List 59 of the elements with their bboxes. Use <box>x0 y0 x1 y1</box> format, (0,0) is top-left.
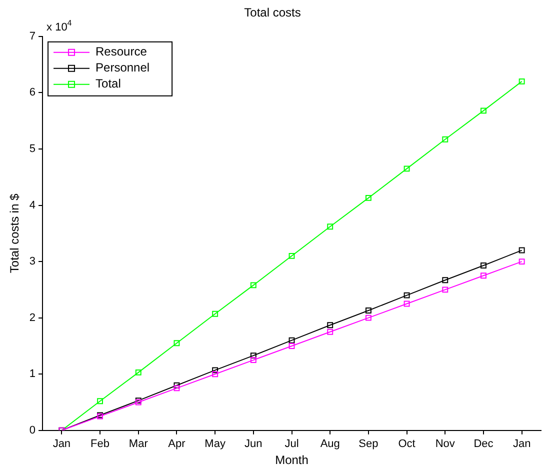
legend-label: Total <box>96 76 121 91</box>
x-tick-label: Jan <box>52 438 71 450</box>
x-tick-label: Aug <box>320 438 340 450</box>
point <box>518 258 525 265</box>
point <box>518 247 525 254</box>
point <box>365 194 372 201</box>
point <box>327 322 334 328</box>
legend-label: Resource <box>96 44 148 59</box>
point <box>288 342 295 349</box>
y-tick-label: 1 <box>29 368 36 380</box>
x-tick-label: Dec <box>474 438 494 450</box>
x-tick-label: May <box>204 438 226 450</box>
point <box>212 371 218 378</box>
point <box>212 310 218 317</box>
x-tick-label: Jun <box>244 438 262 450</box>
y-tick-label: 0 <box>29 424 36 436</box>
point <box>327 224 334 230</box>
point <box>174 385 180 392</box>
y-tick-label: 6 <box>29 86 36 99</box>
point <box>480 272 486 279</box>
point <box>212 367 218 374</box>
point <box>97 398 104 404</box>
y-axis-title: Total costs in $ <box>8 193 22 274</box>
point <box>174 382 180 388</box>
y-tick-label: 7 <box>29 30 36 42</box>
x-tick-label: Oct <box>398 438 416 450</box>
x-tick-label: Feb <box>90 438 110 450</box>
point <box>518 78 525 84</box>
chart-title: Total costs <box>244 6 301 20</box>
point <box>480 262 486 268</box>
y-tick-label: 2 <box>29 312 36 324</box>
point <box>404 166 410 172</box>
point <box>250 352 256 359</box>
point <box>327 328 334 335</box>
point <box>365 314 372 321</box>
legend-label: Personnel <box>96 60 150 75</box>
x-tick-label: Nov <box>435 438 456 450</box>
x-tick-label: Apr <box>168 438 186 450</box>
point <box>135 369 142 376</box>
x-tick-label: Jul <box>284 438 299 450</box>
point <box>174 340 180 346</box>
point <box>288 337 295 344</box>
point <box>442 136 448 142</box>
y-tick-label: 4 <box>29 199 36 212</box>
x-axis-title: Month <box>275 453 308 468</box>
x-tick-label: Jan <box>512 438 531 450</box>
x-tick-label: Mar <box>128 438 148 450</box>
point <box>365 308 372 314</box>
point <box>250 357 256 364</box>
point <box>480 108 486 114</box>
x-tick-label: Sep <box>358 438 378 450</box>
y-tick-label: 5 <box>29 143 36 156</box>
point <box>442 277 448 284</box>
point <box>404 292 410 298</box>
point <box>404 300 410 307</box>
point <box>250 282 256 288</box>
point <box>288 252 295 259</box>
point <box>442 286 448 293</box>
y-tick-label: 3 <box>29 256 36 268</box>
